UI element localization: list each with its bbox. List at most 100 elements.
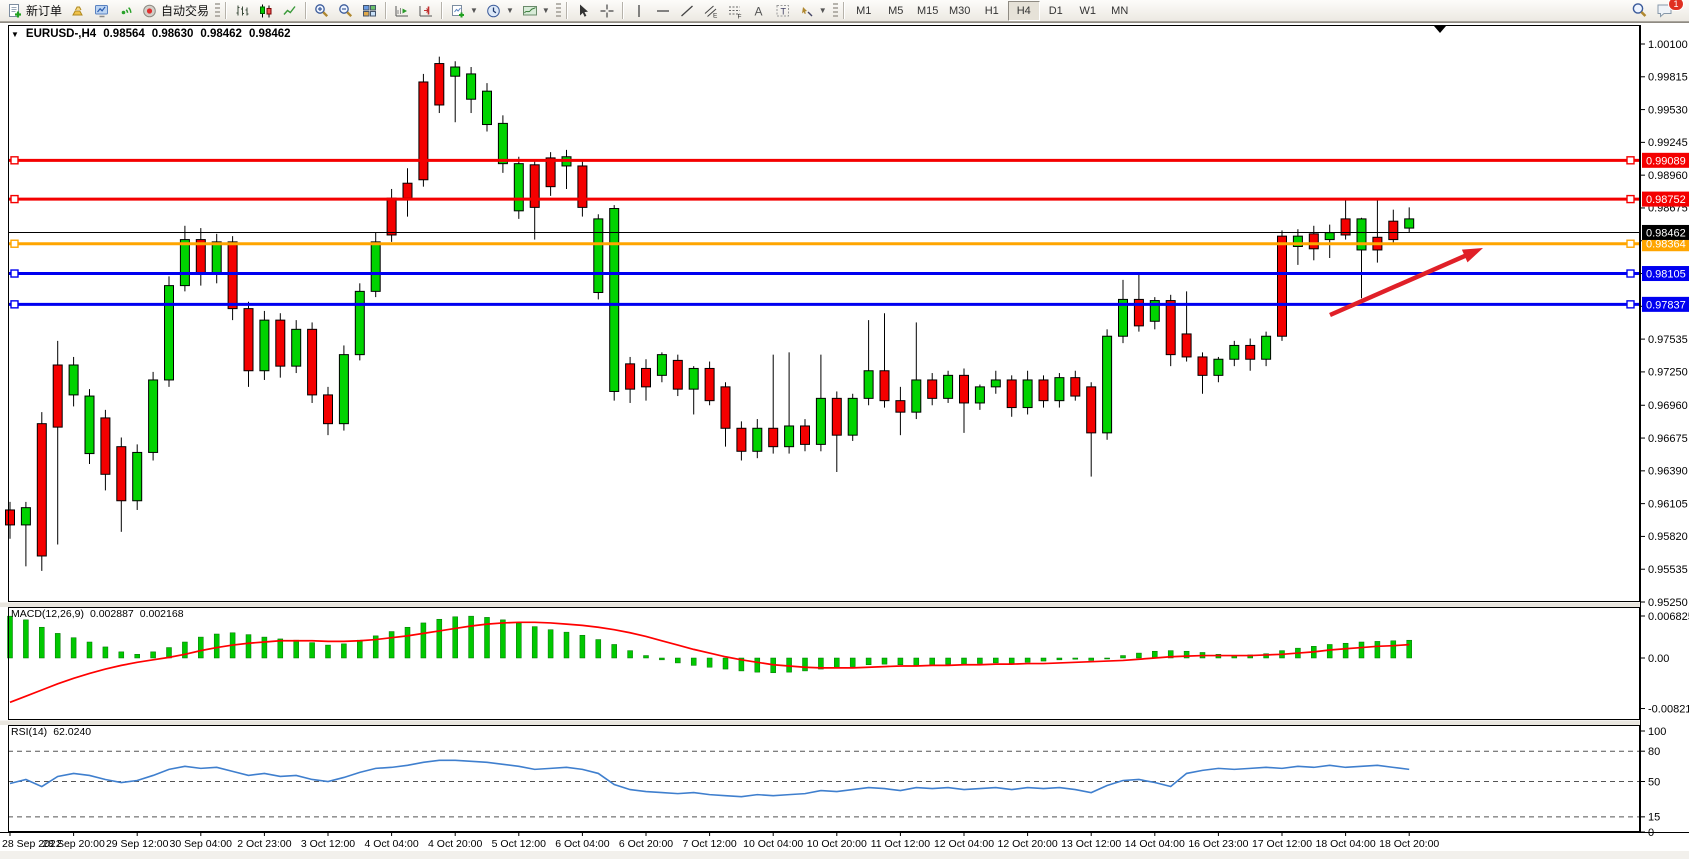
bear-candle: [704, 367, 715, 402]
macd-histogram-bar: [309, 642, 315, 659]
macd-histogram-bar: [754, 657, 761, 673]
bull-candle: [656, 354, 667, 376]
bear-candle: [1006, 379, 1017, 409]
text-label-tool-button[interactable]: T: [771, 0, 795, 21]
rsi-axis-label: 0: [1648, 827, 1654, 839]
autotrading-icon: [142, 3, 158, 19]
svg-text:0.99089: 0.99089: [1646, 155, 1686, 167]
toolbar-separator: [441, 2, 444, 19]
candlestick-chart-button[interactable]: [254, 0, 278, 21]
price-axis-label: 0.96105: [1648, 498, 1688, 510]
price-axis-label: 0.96675: [1648, 433, 1688, 445]
toolbar-grip[interactable]: [555, 2, 561, 19]
timeframe-button-MN[interactable]: MN: [1111, 4, 1129, 17]
periods-button[interactable]: ▼: [482, 0, 518, 21]
date-axis-label: 7 Oct 12:00: [682, 838, 736, 850]
timeframe-button-M5[interactable]: M5: [888, 4, 904, 17]
bull-candle: [20, 507, 31, 526]
bull-candle: [863, 370, 874, 399]
macd-histogram-bar: [1008, 657, 1015, 664]
macd-histogram-bar: [738, 657, 745, 672]
fibonacci-tool-button[interactable]: F: [723, 0, 747, 21]
bottom-strip: [0, 851, 1689, 859]
new-chart-button[interactable]: ▼: [446, 0, 482, 21]
level-line-0.97837[interactable]: [8, 300, 1640, 309]
price-axis-label: 0.96390: [1648, 466, 1688, 478]
bear-candle: [227, 241, 238, 310]
autotrading-button[interactable]: 自动交易: [138, 0, 213, 21]
bear-candle: [879, 370, 890, 402]
line-chart-button[interactable]: [278, 0, 302, 21]
bear-candle: [641, 367, 651, 388]
zoom-out-button[interactable]: [334, 0, 358, 21]
bear-candle: [418, 81, 429, 181]
line-handle: [10, 300, 19, 309]
bear-candle: [895, 400, 906, 413]
price-axis-label: 0.99530: [1648, 104, 1688, 116]
chart-title: ▼ EURUSD-,H4 0.98564 0.98630 0.98462 0.9…: [11, 28, 291, 40]
new-order-button[interactable]: 新订单: [3, 0, 66, 21]
dropdown-arrow-icon: ▼: [541, 6, 550, 15]
zoom-in-button[interactable]: [310, 0, 334, 21]
vertical-line-tool-button[interactable]: [627, 0, 651, 21]
equidistant-channel-tool-button[interactable]: E: [699, 0, 723, 21]
trend-arrow[interactable]: [1329, 248, 1483, 318]
price-axis[interactable]: 1.001000.998150.995300.992450.989600.986…: [1640, 23, 1689, 839]
toolbar-grip[interactable]: [832, 2, 838, 19]
search-button[interactable]: [1627, 0, 1652, 21]
timeframe-button-H4[interactable]: H4: [1007, 0, 1040, 21]
toolbar-separator: [621, 2, 624, 19]
rsi-axis-label: 100: [1648, 726, 1666, 738]
shift-marker-icon[interactable]: [1434, 26, 1446, 33]
timeframe-button-M15[interactable]: M15: [917, 4, 939, 17]
trendline-tool-button[interactable]: [675, 0, 699, 21]
bull-candle: [179, 239, 190, 287]
level-line-0.98752[interactable]: [8, 194, 1640, 204]
bar-chart-button[interactable]: [230, 0, 254, 21]
bear-candle: [100, 417, 111, 475]
price-axis-label: 0.99815: [1648, 72, 1688, 84]
level-line-0.99089[interactable]: [8, 156, 1640, 165]
bull-candle: [68, 364, 79, 396]
level-line-0.98105[interactable]: [8, 269, 1640, 278]
bear-candle: [386, 197, 397, 236]
tile-windows-button[interactable]: [358, 0, 382, 21]
timeframe-button-H1[interactable]: H1: [984, 4, 999, 17]
horizontal-line-tool-button[interactable]: [651, 0, 675, 21]
auto-scroll-button[interactable]: [390, 0, 414, 21]
history-center-button[interactable]: [66, 0, 90, 21]
date-axis-label: 29 Sep 12:00: [106, 838, 169, 850]
level-line-0.98364[interactable]: [8, 239, 1640, 248]
macd-histogram-bar: [1406, 639, 1412, 659]
macd-histogram-bar: [420, 622, 427, 659]
chart-shift-button[interactable]: [414, 0, 438, 21]
arrows-tool-button[interactable]: ▼: [795, 0, 831, 21]
timeframe-button-W1[interactable]: W1: [1079, 4, 1096, 17]
clock-icon: [486, 3, 502, 19]
notifications-button[interactable]: 1: [1652, 0, 1684, 21]
bull-candle: [370, 241, 381, 292]
macd-histogram-bar: [484, 617, 490, 659]
monitor-icon: [94, 3, 110, 19]
crosshair-tool-button[interactable]: [595, 0, 619, 21]
cursor-icon: [575, 3, 591, 19]
templates-button[interactable]: ▼: [518, 0, 554, 21]
bull-candle: [1213, 358, 1224, 376]
vertical-line-icon: [631, 3, 647, 19]
timeframe-button-M30[interactable]: M30: [949, 4, 971, 17]
cursor-tool-button[interactable]: [571, 0, 595, 21]
text-icon: A: [751, 3, 767, 19]
zoom-in-icon: [314, 3, 330, 19]
toolbar-grip[interactable]: [215, 2, 221, 19]
bull-candle: [990, 379, 1001, 388]
svg-text:0.97837: 0.97837: [1646, 299, 1686, 311]
macd-histogram-bar: [54, 633, 61, 659]
horizontal-level-lines[interactable]: [8, 156, 1640, 309]
strategy-tester-button[interactable]: [90, 0, 114, 21]
timeframe-button-D1[interactable]: D1: [1048, 4, 1063, 17]
bear-candle: [545, 157, 556, 188]
timeframe-button-M1[interactable]: M1: [856, 4, 872, 17]
text-tool-button[interactable]: A: [747, 0, 771, 21]
signals-button[interactable]: [114, 0, 138, 21]
